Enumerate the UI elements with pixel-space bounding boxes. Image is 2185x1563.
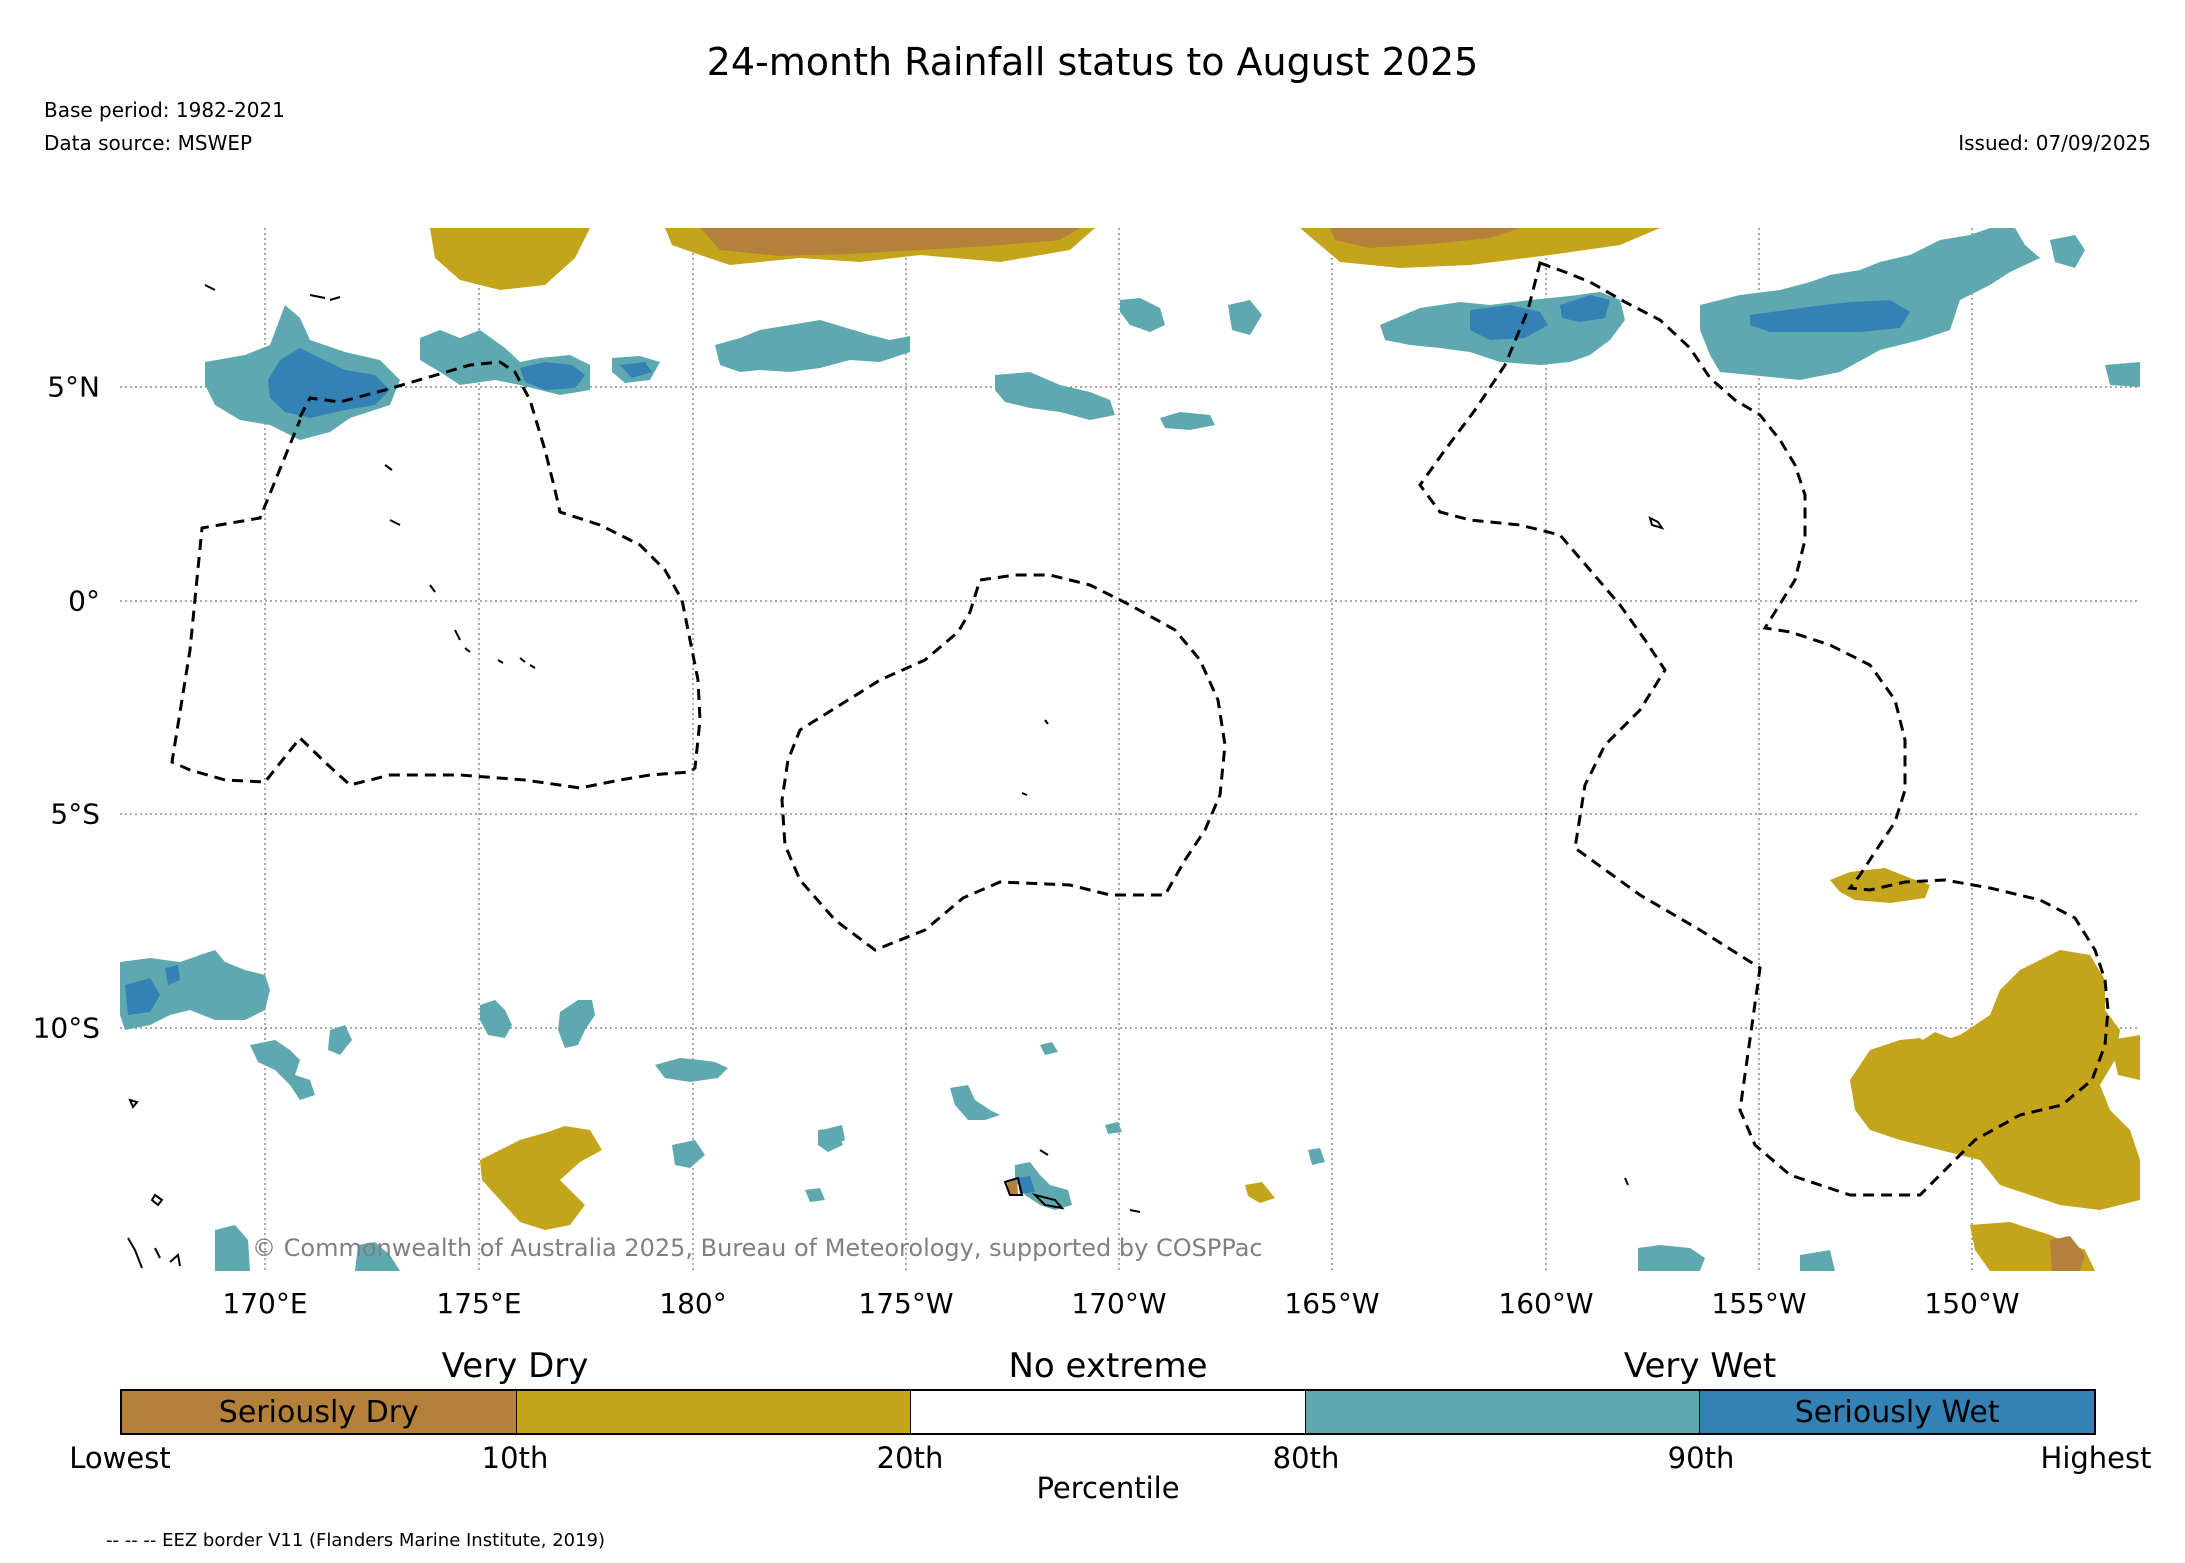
map-area bbox=[120, 228, 2140, 1271]
legend-segment-very-dry bbox=[516, 1391, 912, 1433]
base-period: Base period: 1982-2021 bbox=[44, 98, 285, 122]
data-source: Data source: MSWEP bbox=[44, 131, 253, 155]
legend-category-very-wet: Very Wet bbox=[1623, 1346, 1777, 1386]
legend-segment-very-wet bbox=[1305, 1391, 1701, 1433]
lat-label-5n: 5°N bbox=[47, 370, 100, 404]
lat-label-0: 0° bbox=[68, 584, 100, 618]
lon-label-160w: 160°W bbox=[1498, 1287, 1594, 1320]
eez-footnote: -- -- -- EEZ border V11 (Flanders Marine… bbox=[106, 1530, 606, 1551]
islands bbox=[127, 284, 1665, 1269]
lon-label-170e: 170°E bbox=[222, 1287, 308, 1320]
seriously-wet-regions bbox=[125, 295, 1910, 1194]
legend-tick-90th: 90th bbox=[1667, 1441, 1735, 1475]
legend-segment-label: Seriously Dry bbox=[218, 1394, 419, 1430]
map-title: 24-month Rainfall status to August 2025 bbox=[706, 40, 1479, 84]
legend-tick-lowest: Lowest bbox=[69, 1441, 171, 1475]
legend-axis-label: Percentile bbox=[1036, 1471, 1180, 1505]
legend-category-very-dry: Very Dry bbox=[441, 1346, 589, 1386]
legend-tick-80th: 80th bbox=[1272, 1441, 1340, 1475]
legend-segment-seriously-wet: Seriously Wet bbox=[1700, 1391, 2094, 1433]
lon-label-180: 180° bbox=[659, 1287, 727, 1320]
gridlines bbox=[120, 228, 2140, 1271]
legend-category-no-extreme: No extreme bbox=[1008, 1346, 1208, 1386]
lon-label-175w: 175°W bbox=[858, 1287, 954, 1320]
issued-date: Issued: 07/09/2025 bbox=[1958, 131, 2151, 155]
legend-colorbar: Seriously Dry Seriously Wet bbox=[120, 1389, 2096, 1435]
very-wet-regions bbox=[120, 228, 2140, 1271]
lon-label-170w: 170°W bbox=[1071, 1287, 1167, 1320]
very-dry-regions bbox=[430, 228, 2140, 1271]
lat-label-10s: 10°S bbox=[32, 1011, 100, 1045]
legend-segment-seriously-dry: Seriously Dry bbox=[122, 1391, 517, 1433]
legend-tick-highest: Highest bbox=[2040, 1441, 2152, 1475]
lon-label-175e: 175°E bbox=[436, 1287, 522, 1320]
copyright-notice: © Commonwealth of Australia 2025, Bureau… bbox=[252, 1234, 1263, 1262]
eez-borders bbox=[170, 261, 2110, 1197]
lon-label-165w: 165°W bbox=[1284, 1287, 1380, 1320]
legend-tick-20th: 20th bbox=[876, 1441, 944, 1475]
legend-segment-label: Seriously Wet bbox=[1794, 1394, 2000, 1430]
lon-label-150w: 150°W bbox=[1924, 1287, 2020, 1320]
seriously-dry-regions bbox=[700, 228, 2085, 1271]
lat-label-5s: 5°S bbox=[50, 797, 100, 831]
legend-tick-10th: 10th bbox=[481, 1441, 549, 1475]
legend-segment-no-extreme bbox=[911, 1391, 1306, 1433]
lon-label-155w: 155°W bbox=[1711, 1287, 1807, 1320]
